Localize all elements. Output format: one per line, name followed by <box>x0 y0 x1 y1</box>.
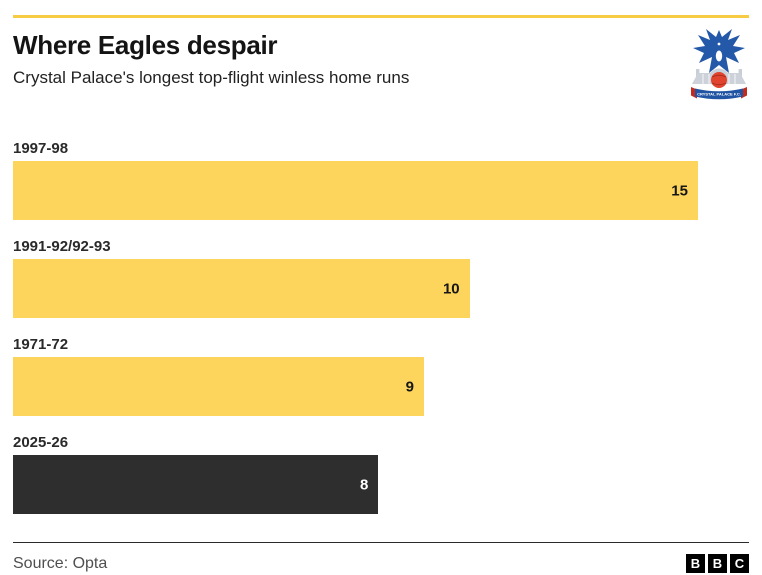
bar-value: 15 <box>671 182 688 199</box>
bar-label: 1991-92/92-93 <box>13 238 111 255</box>
bar-row: 2025-26 8 <box>13 434 749 514</box>
footer: Source: Opta B B C <box>13 554 749 573</box>
header: Where Eagles despair Crystal Palace's lo… <box>13 18 749 110</box>
crest-ball-icon <box>711 72 727 88</box>
page-title: Where Eagles despair <box>13 30 278 60</box>
bbc-logo-letter: C <box>730 554 749 573</box>
footer-divider <box>13 542 749 543</box>
bar-label: 1997-98 <box>13 140 69 157</box>
crest-banner-text: CRYSTAL PALACE F.C. <box>697 91 741 96</box>
bar-value: 9 <box>405 378 414 395</box>
bbc-logo: B B C <box>686 554 749 573</box>
bar-value: 10 <box>442 280 460 297</box>
bar: 15 <box>13 161 698 220</box>
bbc-logo-letter: B <box>686 554 705 573</box>
bar: 10 <box>13 259 470 318</box>
bar-row: 1971-72 9 <box>13 336 749 416</box>
bar-chart: 1997-98 15 1991-92/92-93 10 1971-72 9 20… <box>13 140 749 514</box>
bar: 8 <box>13 455 379 514</box>
crest-banner: CRYSTAL PALACE F.C. <box>691 87 747 100</box>
bar: 9 <box>13 357 424 416</box>
source-label: Source: Opta <box>13 554 108 572</box>
accent-top-rule <box>13 15 749 18</box>
bar-row: 1997-98 15 <box>13 140 749 220</box>
bar-value: 8 <box>359 476 369 493</box>
page-subtitle: Crystal Palace's longest top-flight winl… <box>13 67 410 87</box>
bbc-logo-letter: B <box>708 554 727 573</box>
header-text: Where Eagles despair Crystal Palace's lo… <box>13 18 409 89</box>
bar-label: 2025-26 <box>13 434 69 451</box>
bar-row: 1991-92/92-93 10 <box>13 238 749 318</box>
crest-eagle-icon <box>693 29 745 73</box>
crystal-palace-crest-icon: CRYSTAL PALACE F.C. <box>689 27 749 110</box>
bar-label: 1971-72 <box>13 336 69 353</box>
